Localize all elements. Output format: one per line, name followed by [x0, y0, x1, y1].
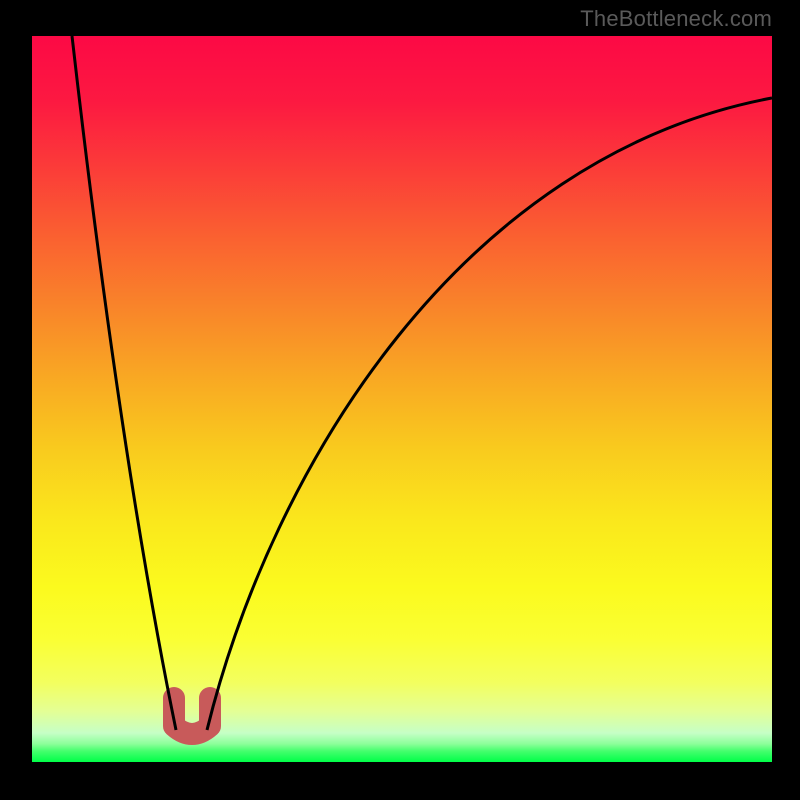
curve-left — [72, 36, 176, 730]
curve-svg — [32, 36, 772, 762]
watermark-text: TheBottleneck.com — [580, 6, 772, 32]
plot-area — [32, 36, 772, 762]
marker-u — [174, 698, 210, 734]
curve-right — [207, 98, 772, 730]
